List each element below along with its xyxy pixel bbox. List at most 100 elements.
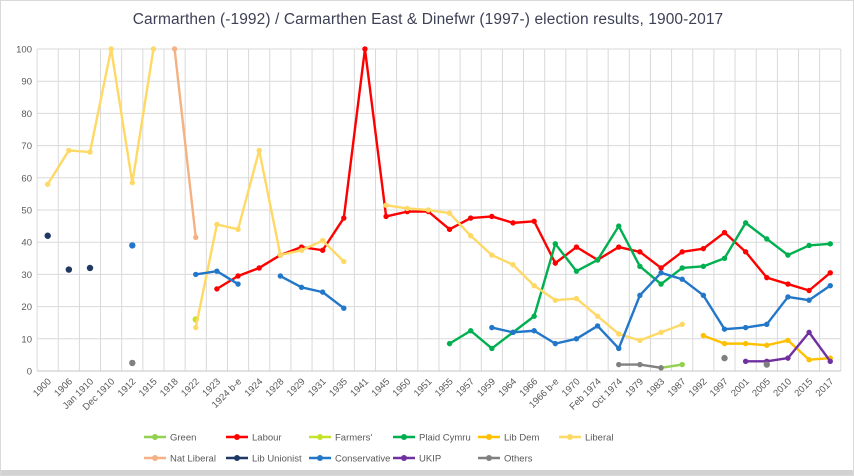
data-point-liberal — [214, 221, 220, 228]
data-point-liberal — [425, 207, 432, 213]
y-axis-label: 90 — [21, 77, 32, 88]
x-axis-label: 1959 — [475, 376, 498, 399]
data-point-plaid-cymru — [679, 265, 685, 271]
data-point-liberal — [150, 46, 157, 52]
data-point-liberal — [383, 202, 389, 208]
data-point-lib-dem — [742, 340, 749, 347]
legend-label-green: Green — [170, 433, 196, 444]
data-point-labour — [616, 244, 622, 250]
data-point-plaid-cymru — [721, 255, 728, 261]
data-point-conservative — [129, 242, 136, 249]
data-point-conservative — [573, 336, 580, 342]
x-axis-label: 1918 — [158, 376, 181, 399]
chart-title: Carmarthen (-1992) / Carmarthen East & D… — [132, 11, 724, 28]
data-point-labour — [827, 270, 833, 276]
data-point-lib-dem — [764, 342, 770, 348]
x-axis-label: 1957 — [454, 376, 477, 399]
data-point-conservative — [552, 340, 558, 347]
data-point-lib-dem — [785, 337, 791, 344]
data-point-conservative — [806, 297, 812, 303]
data-point-labour — [235, 273, 241, 279]
data-point-conservative — [679, 276, 685, 282]
data-point-conservative — [277, 273, 284, 279]
x-axis-label: 1983 — [644, 376, 667, 399]
data-point-liberal — [129, 179, 135, 186]
legend-label-plaid-cymru: Plaid Cymru — [419, 433, 471, 444]
data-point-conservative — [489, 324, 495, 331]
x-axis-label: 1941 — [348, 376, 371, 399]
data-point-liberal — [679, 321, 685, 328]
data-point-labour — [700, 245, 707, 252]
y-axis-label: 10 — [21, 334, 32, 345]
x-axis-label: 1950 — [391, 376, 414, 399]
data-point-conservative — [235, 281, 241, 287]
data-point-plaid-cymru — [446, 340, 453, 347]
data-point-lib-dem — [700, 332, 707, 339]
legend-swatch-marker-liberal — [567, 434, 573, 440]
data-point-liberal — [277, 252, 284, 258]
data-point-conservative — [214, 268, 220, 274]
legend-swatch-marker-conservative — [317, 455, 323, 461]
data-point-labour — [531, 218, 537, 224]
series-line-nat-liberal — [173, 47, 197, 239]
data-point-liberal — [489, 252, 495, 258]
x-axis-label: 1928 — [264, 376, 287, 399]
data-point-liberal — [319, 237, 326, 244]
x-axis-label: 1997 — [708, 376, 731, 399]
data-point-labour — [489, 213, 495, 220]
data-point-conservative — [298, 284, 305, 290]
legend-swatch-marker-lib-dem — [486, 434, 492, 440]
data-point-labour — [573, 244, 580, 250]
data-point-conservative — [531, 328, 537, 334]
data-point-liberal — [594, 313, 601, 319]
data-point-conservative — [785, 294, 791, 300]
data-point-liberal — [256, 147, 262, 154]
series-line-liberal — [46, 47, 155, 186]
x-axis-label: 1900 — [31, 376, 54, 399]
data-point-conservative — [700, 292, 707, 299]
data-point-conservative — [193, 271, 199, 278]
x-axis-label: 2010 — [771, 376, 794, 399]
legend-swatch-marker-ukip — [401, 455, 407, 461]
data-point-labour — [510, 220, 516, 226]
data-point-plaid-cymru — [552, 241, 558, 247]
x-axis-label: 1987 — [666, 376, 689, 399]
data-point-others — [616, 361, 622, 368]
data-point-plaid-cymru — [827, 241, 833, 247]
x-axis-label: 2005 — [750, 376, 773, 399]
x-axis-label: 1992 — [687, 376, 710, 399]
data-point-liberal — [468, 233, 474, 239]
data-point-liberal — [552, 297, 558, 303]
data-point-liberal — [235, 226, 241, 233]
data-point-liberal — [66, 147, 72, 154]
x-axis-label: 1964 — [496, 376, 519, 399]
y-axis-label: 20 — [21, 302, 32, 313]
data-point-ukip — [827, 358, 833, 365]
data-point-labour — [214, 286, 220, 292]
x-axis-label: 1931 — [306, 376, 329, 399]
x-axis-label: 1955 — [433, 376, 456, 399]
data-point-labour — [742, 249, 749, 255]
data-point-liberal — [637, 337, 643, 344]
data-point-liberal — [298, 247, 305, 253]
data-point-labour — [637, 249, 643, 255]
legend-label-nat-liberal: Nat Liberal — [170, 454, 216, 465]
data-point-plaid-cymru — [806, 242, 812, 249]
data-point-labour — [341, 215, 347, 221]
data-point-labour — [319, 247, 326, 253]
x-axis-label: 1945 — [369, 376, 392, 399]
legend-label-lib-unionist: Lib Unionist — [252, 454, 302, 465]
data-point-liberal — [446, 210, 453, 216]
data-point-labour — [658, 265, 664, 271]
x-axis-label: 1935 — [327, 376, 350, 399]
data-point-liberal — [341, 258, 347, 265]
data-point-liberal — [531, 282, 537, 289]
data-point-plaid-cymru — [468, 328, 474, 334]
data-point-plaid-cymru — [742, 220, 749, 226]
x-axis-label: 1915 — [137, 376, 160, 399]
data-point-plaid-cymru — [658, 281, 664, 287]
x-axis-label: 2015 — [792, 376, 815, 399]
data-point-plaid-cymru — [637, 263, 643, 270]
x-axis-label: 1912 — [116, 376, 139, 399]
